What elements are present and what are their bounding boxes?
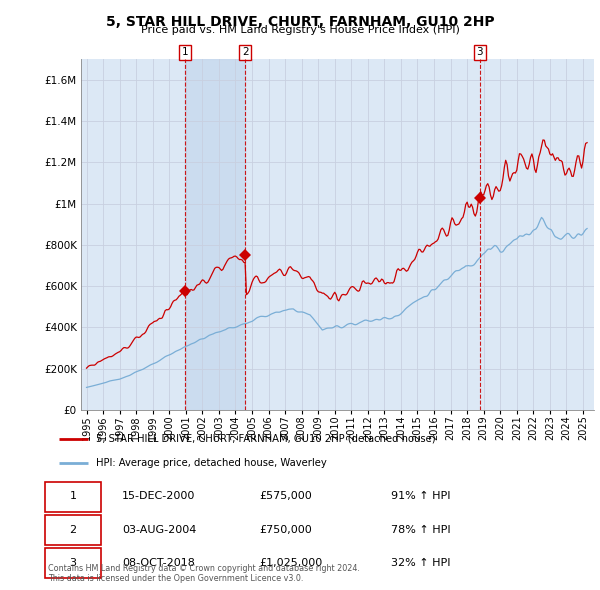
FancyBboxPatch shape bbox=[46, 548, 101, 578]
Text: 08-OCT-2018: 08-OCT-2018 bbox=[122, 558, 195, 568]
Text: 5, STAR HILL DRIVE, CHURT, FARNHAM, GU10 2HP (detached house): 5, STAR HILL DRIVE, CHURT, FARNHAM, GU10… bbox=[95, 434, 435, 444]
Text: £750,000: £750,000 bbox=[259, 525, 312, 535]
Text: 03-AUG-2004: 03-AUG-2004 bbox=[122, 525, 196, 535]
Text: 1: 1 bbox=[70, 491, 77, 502]
Text: 91% ↑ HPI: 91% ↑ HPI bbox=[391, 491, 451, 502]
FancyBboxPatch shape bbox=[46, 515, 101, 545]
Text: £575,000: £575,000 bbox=[259, 491, 312, 502]
Text: 3: 3 bbox=[70, 558, 77, 568]
Text: 1: 1 bbox=[182, 47, 188, 57]
Text: 5, STAR HILL DRIVE, CHURT, FARNHAM, GU10 2HP: 5, STAR HILL DRIVE, CHURT, FARNHAM, GU10… bbox=[106, 15, 494, 29]
Text: Price paid vs. HM Land Registry's House Price Index (HPI): Price paid vs. HM Land Registry's House … bbox=[140, 25, 460, 35]
Text: 2: 2 bbox=[70, 525, 77, 535]
Text: 2: 2 bbox=[242, 47, 248, 57]
Text: £1,025,000: £1,025,000 bbox=[259, 558, 322, 568]
Text: Contains HM Land Registry data © Crown copyright and database right 2024.
This d: Contains HM Land Registry data © Crown c… bbox=[48, 563, 360, 583]
Text: 3: 3 bbox=[476, 47, 483, 57]
FancyBboxPatch shape bbox=[46, 482, 101, 512]
Text: HPI: Average price, detached house, Waverley: HPI: Average price, detached house, Wave… bbox=[95, 458, 326, 468]
Text: 32% ↑ HPI: 32% ↑ HPI bbox=[391, 558, 451, 568]
Text: 78% ↑ HPI: 78% ↑ HPI bbox=[391, 525, 451, 535]
Bar bbox=[185, 59, 245, 410]
Text: 15-DEC-2000: 15-DEC-2000 bbox=[122, 491, 195, 502]
